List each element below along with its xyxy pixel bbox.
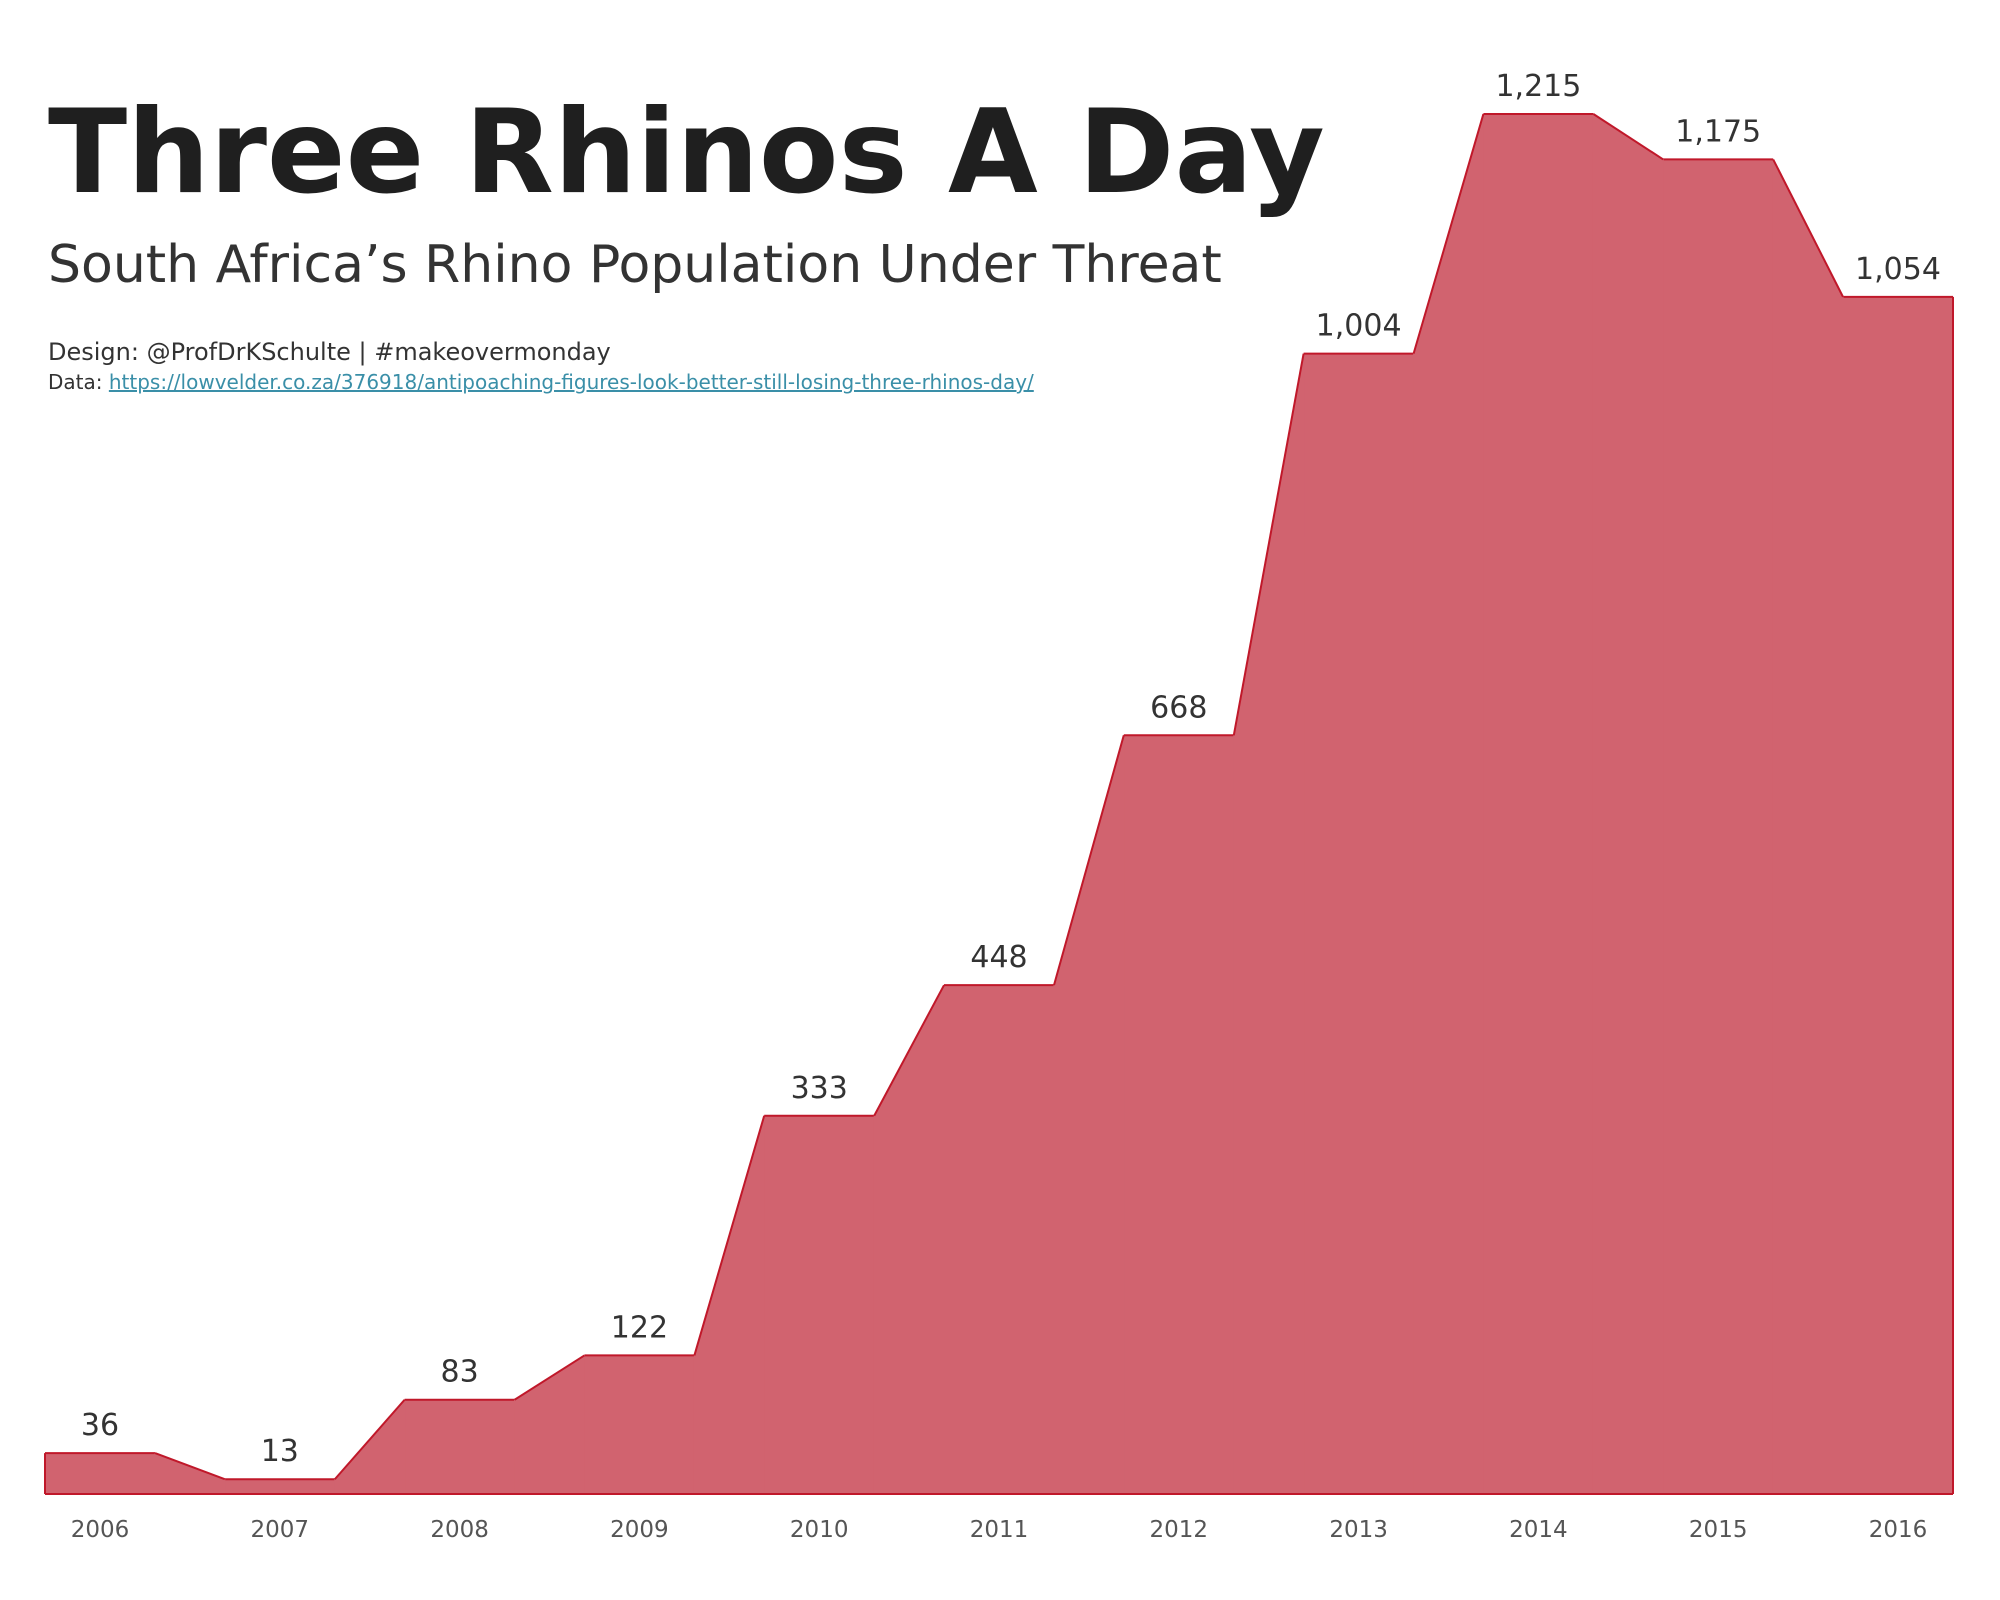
area-outline <box>873 984 945 1117</box>
area-outline <box>1412 113 1485 354</box>
value-label: 1,054 <box>1855 252 1941 287</box>
x-tick-label: 2015 <box>1689 1517 1748 1543</box>
x-tick-label: 2014 <box>1509 1517 1568 1543</box>
area-connector <box>154 1453 226 1494</box>
chart-title: Three Rhinos A Day <box>48 85 1325 220</box>
area-connector <box>1413 114 1484 1494</box>
x-tick-label: 2008 <box>430 1517 489 1543</box>
area-segment <box>1303 353 1414 1495</box>
area-connector <box>693 1115 765 1494</box>
x-tick-label: 2012 <box>1150 1517 1209 1543</box>
x-tick-label: 2013 <box>1329 1517 1388 1543</box>
value-label: 1,175 <box>1675 114 1761 149</box>
value-label: 1,004 <box>1316 309 1402 344</box>
area-connector <box>514 1355 585 1494</box>
x-tick-label: 2009 <box>610 1517 669 1543</box>
area-outline <box>514 1354 585 1401</box>
data-link[interactable]: https://lowvelder.co.za/376918/antipoach… <box>109 370 1034 394</box>
area-connector <box>334 1399 406 1494</box>
data-credit: Data: https://lowvelder.co.za/376918/ant… <box>48 370 1034 394</box>
area-outline <box>693 1115 766 1356</box>
value-label: 448 <box>970 940 1027 975</box>
area-outline <box>1772 158 1844 298</box>
x-tick-label: 2006 <box>71 1517 130 1543</box>
area-segment <box>1663 159 1774 1494</box>
area-segment <box>944 985 1054 1494</box>
value-label: 83 <box>441 1355 479 1390</box>
x-tick-label: 2010 <box>790 1517 849 1543</box>
value-label: 1,215 <box>1495 69 1581 104</box>
area-outline <box>1053 735 1125 986</box>
area-connector <box>1233 353 1305 1495</box>
x-tick-label: 2011 <box>970 1517 1029 1543</box>
area-connector <box>1053 735 1125 1494</box>
area-segment <box>1123 735 1234 1494</box>
value-label: 13 <box>261 1434 299 1469</box>
area-outline <box>1232 353 1305 736</box>
design-credit: Design: @ProfDrKSchulte | #makeovermonda… <box>48 338 611 366</box>
value-label: 122 <box>611 1310 668 1345</box>
value-label: 333 <box>791 1071 848 1106</box>
chart-subtitle: South Africa’s Rhino Population Under Th… <box>48 235 1222 295</box>
area-segment <box>224 1479 335 1494</box>
area-segment <box>404 1399 515 1494</box>
area-connector <box>873 985 945 1494</box>
area-outline <box>154 1452 226 1481</box>
area-segment <box>764 1115 875 1494</box>
area-segment <box>1483 114 1594 1494</box>
area-outline <box>334 1399 406 1480</box>
data-label: Data: <box>48 370 103 394</box>
area-outline <box>1592 113 1664 161</box>
x-tick-label: 2007 <box>251 1517 310 1543</box>
x-tick-label: 2016 <box>1869 1517 1928 1543</box>
area-connector <box>1592 114 1664 1494</box>
value-label: 668 <box>1150 690 1207 725</box>
value-label: 36 <box>81 1408 119 1443</box>
area-segment <box>584 1355 695 1494</box>
area-segment <box>45 1453 155 1494</box>
area-segment <box>1843 296 1953 1494</box>
area-connector <box>1772 159 1844 1494</box>
